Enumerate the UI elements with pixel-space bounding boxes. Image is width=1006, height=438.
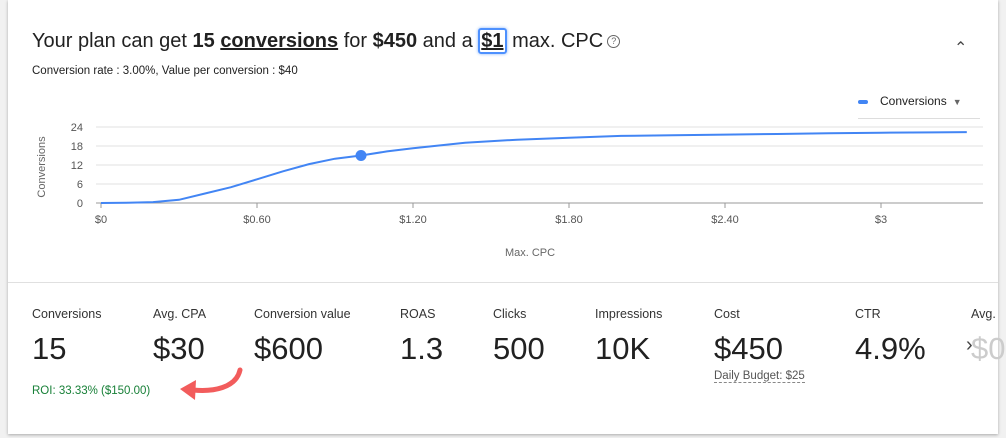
- x-tick-label: $2.40: [711, 214, 739, 226]
- headline-text: for: [338, 30, 373, 52]
- headline-conversions-count: 15: [192, 30, 215, 52]
- metric-label: Conversions: [32, 307, 102, 321]
- metric-value: 10K: [595, 331, 651, 366]
- selected-point: [355, 150, 367, 161]
- headline-cost: $450: [372, 30, 418, 52]
- metric-value: 1.3: [400, 331, 444, 366]
- metric-ctr[interactable]: CTR 4.9%: [855, 307, 926, 367]
- metric-value: 4.9%: [855, 331, 926, 366]
- y-tick-label: 18: [71, 141, 83, 153]
- legend-label: Conversions: [880, 94, 947, 108]
- divider: [8, 282, 998, 283]
- headline-text: Your plan can get: [32, 30, 193, 52]
- y-axis-title: Conversions: [36, 136, 48, 198]
- arrow-head: [180, 380, 196, 400]
- metric-roas[interactable]: ROAS 1.3: [400, 307, 443, 367]
- conversions-metric-link[interactable]: conversions: [220, 30, 339, 52]
- metric-label: Clicks: [493, 307, 527, 321]
- y-tick-label: 24: [71, 122, 83, 134]
- chevron-up-icon[interactable]: ⌃: [954, 40, 968, 57]
- metric-value: $0: [971, 331, 1006, 366]
- plan-card: Your plan can get 15 conversions for $45…: [8, 0, 1005, 434]
- metric-label: Avg. CPA: [153, 307, 207, 321]
- x-tick-label: $3: [875, 214, 887, 226]
- metric-label: CTR: [855, 307, 881, 321]
- dropdown-arrow-icon: ▼: [952, 97, 962, 107]
- metric-impressions[interactable]: Impressions 10K: [595, 307, 662, 367]
- x-tick-label: $1.80: [555, 214, 583, 226]
- x-axis-title: Max. CPC: [505, 247, 555, 259]
- metric-value: 15: [32, 331, 67, 366]
- headline-text: and a: [417, 30, 479, 52]
- max-cpc-link[interactable]: $1: [478, 28, 507, 54]
- headline-text: max. CPC: [506, 30, 604, 52]
- roi-text: ROI: 33.33% ($150.00): [32, 385, 151, 397]
- metric-label: Impressions: [595, 307, 663, 321]
- series-line-conversions: [100, 131, 967, 204]
- legend-metric-dropdown[interactable]: Conversions ▼: [858, 94, 980, 119]
- metric-avg[interactable]: Avg. $0: [971, 307, 1005, 367]
- legend-swatch: [858, 99, 868, 104]
- metric-label: ROAS: [400, 307, 436, 321]
- metric-cost[interactable]: Cost $450: [714, 307, 783, 367]
- metric-conversions[interactable]: Conversions 15: [32, 307, 101, 367]
- chevron-right-icon[interactable]: ›: [966, 334, 973, 356]
- x-tick-label: $0: [95, 214, 107, 226]
- x-tick-label: $0.60: [243, 214, 271, 226]
- metric-conversion-value[interactable]: Conversion value $600: [254, 307, 351, 367]
- y-tick-label: 0: [77, 198, 83, 210]
- metric-label: Avg.: [971, 307, 996, 321]
- plan-headline: Your plan can get 15 conversions for $45…: [32, 28, 621, 54]
- metric-value: $450: [714, 331, 783, 366]
- metric-value: 500: [493, 331, 545, 366]
- metric-label: Conversion value: [254, 307, 351, 321]
- metric-value: $30: [153, 331, 205, 366]
- arrow-curve: [190, 367, 243, 393]
- metric-avg-cpa[interactable]: Avg. CPA $30: [153, 307, 206, 367]
- y-tick-label: 12: [71, 160, 83, 172]
- metric-value: $600: [254, 331, 323, 366]
- conversions-chart[interactable]: 0 6 12 18 24 $0 $0.60 $1.20 $1.80 $2.40 $3 Max. CPC…: [8, 0, 998, 280]
- daily-budget-link[interactable]: Daily Budget: $25: [714, 370, 805, 383]
- conversion-rate-subtitle: Conversion rate : 3.00%, Value per conve…: [32, 65, 298, 77]
- x-tick-label: $1.20: [399, 214, 427, 226]
- metric-label: Cost: [714, 307, 740, 321]
- metric-clicks[interactable]: Clicks 500: [493, 307, 545, 367]
- y-tick-label: 6: [77, 179, 83, 191]
- help-circle-icon[interactable]: ?: [607, 35, 621, 48]
